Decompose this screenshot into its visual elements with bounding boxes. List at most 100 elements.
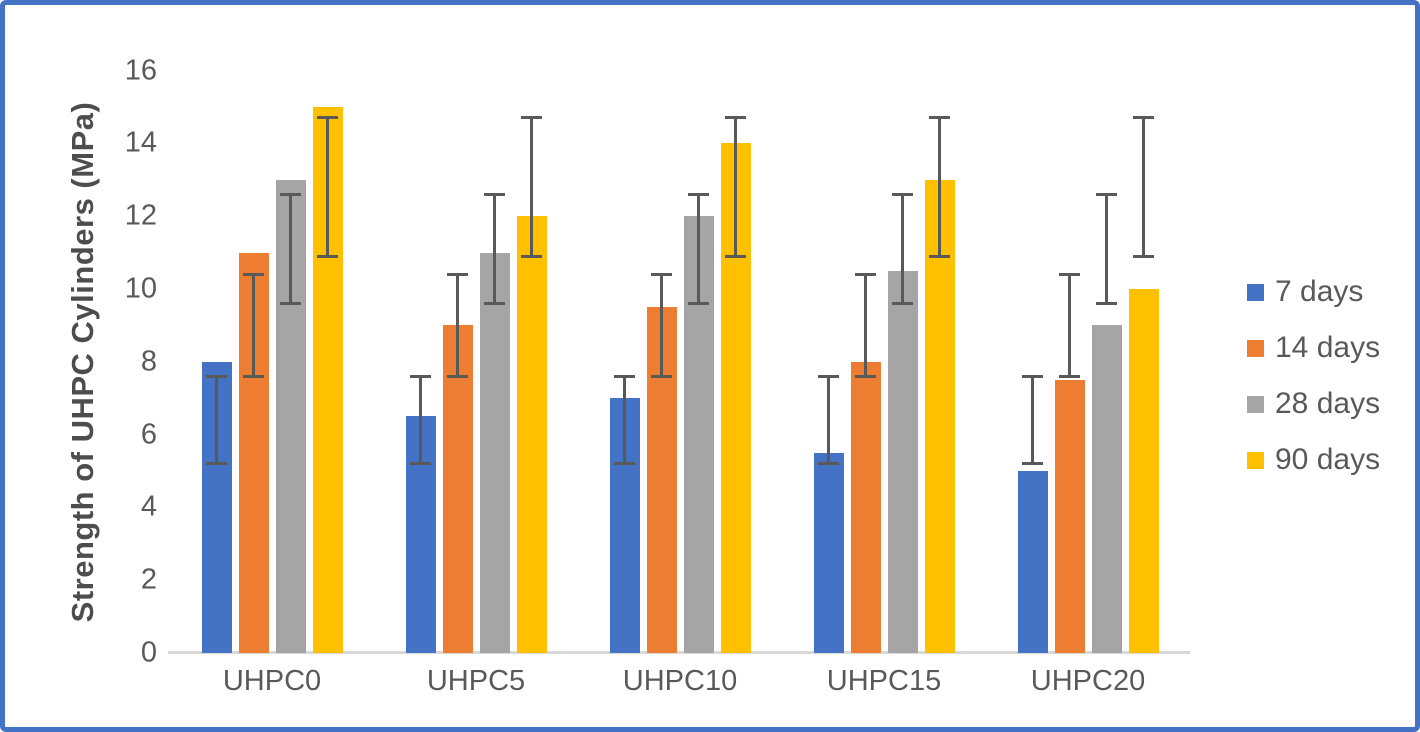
error-bar: [614, 462, 635, 466]
error-bar: [734, 117, 737, 257]
error-bar: [929, 254, 950, 258]
error-bar: [688, 302, 709, 306]
error-bar: [447, 272, 468, 276]
error-bar: [725, 254, 746, 258]
error-bar: [1022, 374, 1043, 378]
error-bar: [1096, 302, 1117, 306]
error-bar: [864, 274, 867, 377]
error-bar: [447, 374, 468, 378]
legend-label: 14 days: [1275, 331, 1381, 364]
x-category-label: UHPC0: [222, 665, 322, 697]
error-bar: [1105, 194, 1108, 304]
bar: [442, 325, 473, 653]
error-bar: [827, 376, 830, 464]
bar: [813, 452, 844, 653]
legend-swatch-icon: [1247, 395, 1264, 413]
legend-swatch-icon: [1247, 339, 1264, 357]
error-bar: [215, 376, 218, 464]
bar: [1091, 325, 1122, 653]
error-bar: [697, 194, 700, 304]
error-bar: [1096, 192, 1117, 196]
y-tick-label: 10: [124, 272, 157, 305]
error-bar: [818, 374, 839, 378]
y-tick-label: 14: [124, 126, 157, 159]
error-bar: [1133, 254, 1154, 258]
error-bar: [530, 117, 533, 257]
bar: [1017, 471, 1048, 653]
legend-item: 14 days: [1247, 331, 1380, 365]
y-tick-label: 12: [124, 199, 157, 232]
legend-swatch-icon: [1247, 283, 1264, 301]
error-bar: [206, 462, 227, 466]
error-bar: [484, 192, 505, 196]
error-bar: [1059, 272, 1080, 276]
error-bar: [521, 116, 542, 120]
error-bar: [317, 254, 338, 258]
error-bar: [1022, 462, 1043, 466]
bar: [479, 252, 510, 653]
legend: 7 days 14 days 28 days 90 days: [1247, 275, 1380, 477]
error-bar: [243, 272, 264, 276]
error-bar: [410, 374, 431, 378]
error-bar: [1142, 117, 1145, 257]
bar: [1128, 289, 1159, 653]
y-tick-label: 4: [140, 490, 157, 523]
error-bar: [1059, 374, 1080, 378]
legend-item: 7 days: [1247, 275, 1380, 309]
x-axis-line: [168, 651, 1190, 654]
legend-item: 28 days: [1247, 387, 1380, 421]
legend-swatch-icon: [1247, 451, 1264, 469]
error-bar: [410, 462, 431, 466]
y-tick-label: 8: [140, 345, 157, 378]
error-bar: [280, 302, 301, 306]
error-bar: [660, 274, 663, 377]
bar: [516, 216, 547, 653]
y-tick-label: 0: [140, 636, 157, 669]
error-bar: [484, 302, 505, 306]
x-category-label: UHPC10: [622, 665, 738, 697]
error-bar: [252, 274, 255, 377]
x-category-label: UHPC15: [826, 665, 942, 697]
error-bar: [317, 116, 338, 120]
legend-label: 90 days: [1275, 443, 1381, 476]
error-bar: [929, 116, 950, 120]
error-bar: [855, 272, 876, 276]
error-bar: [818, 462, 839, 466]
error-bar: [1133, 116, 1154, 120]
bar: [850, 361, 881, 653]
x-category-label: UHPC5: [426, 665, 526, 697]
error-bar: [521, 254, 542, 258]
error-bar: [725, 116, 746, 120]
error-bar: [326, 117, 329, 257]
legend-label: 28 days: [1275, 387, 1381, 420]
error-bar: [456, 274, 459, 377]
y-tick-label: 6: [140, 418, 157, 451]
error-bar: [206, 374, 227, 378]
error-bar: [938, 117, 941, 257]
bar: [924, 179, 955, 653]
error-bar: [855, 374, 876, 378]
bar: [1054, 380, 1085, 653]
error-bar: [892, 302, 913, 306]
error-bar: [892, 192, 913, 196]
bar: [887, 270, 918, 653]
error-bar: [901, 194, 904, 304]
error-bar: [419, 376, 422, 464]
error-bar: [651, 374, 672, 378]
error-bar: [280, 192, 301, 196]
y-tick-label: 16: [124, 54, 157, 87]
error-bar: [1068, 274, 1071, 377]
x-category-label: UHPC20: [1030, 665, 1146, 697]
error-bar: [493, 194, 496, 304]
y-tick-label: 2: [140, 563, 157, 596]
error-bar: [614, 374, 635, 378]
error-bar: [688, 192, 709, 196]
error-bar: [243, 374, 264, 378]
error-bar: [289, 194, 292, 304]
legend-label: 7 days: [1275, 275, 1364, 308]
error-bar: [651, 272, 672, 276]
error-bar: [623, 376, 626, 464]
legend-item: 90 days: [1247, 443, 1380, 477]
error-bar: [1031, 376, 1034, 464]
